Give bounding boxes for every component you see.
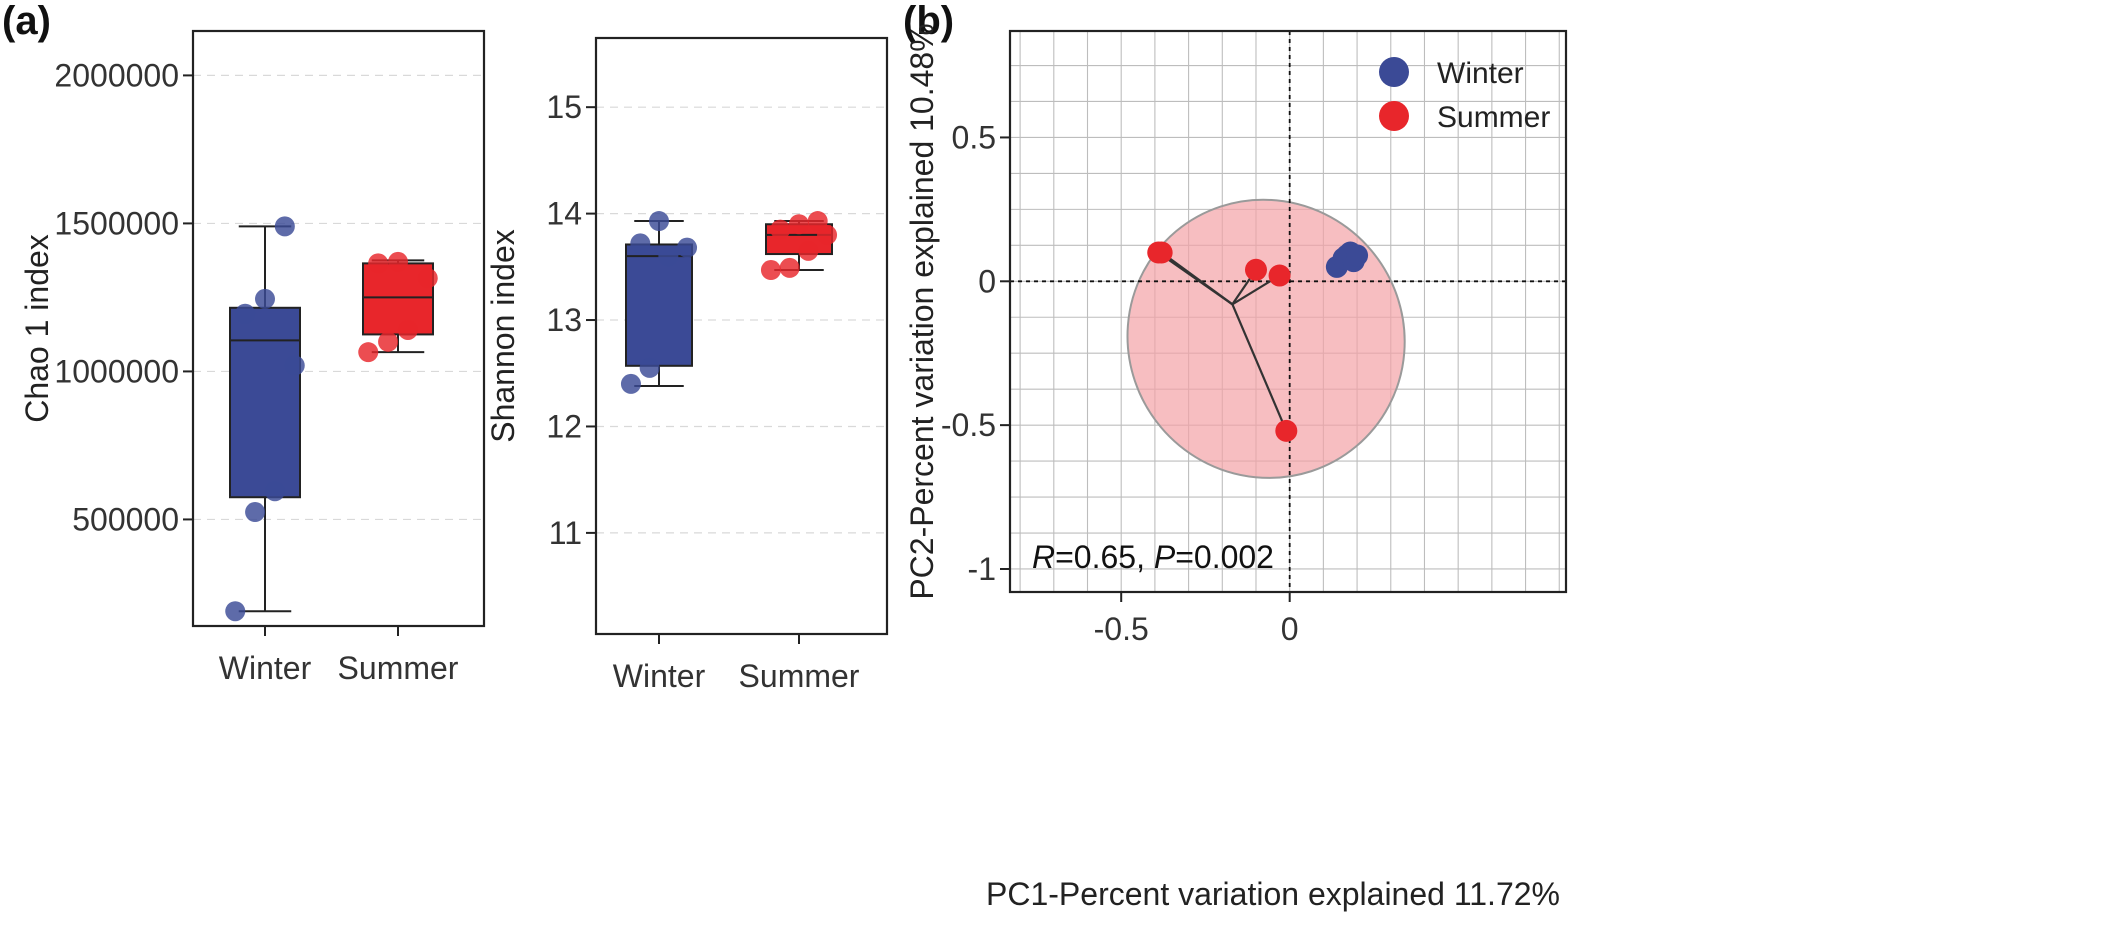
plot-frame [594,36,889,636]
y-tick-label: 1000000 [54,353,179,389]
data-point-winter [649,211,669,232]
stat-symbol: R [1032,539,1055,575]
data-point-winter [677,237,698,258]
x-tick-label: Summer [338,650,459,686]
data-point-winter [1346,244,1369,267]
stat-value: =0.65, [1055,539,1154,575]
y-axis-title: Shannon index [485,229,521,443]
data-point-summer [378,331,399,352]
y-axis-title: PC2-Percent variation explained 10.48% [904,23,940,599]
box-winter [625,243,693,367]
y-tick-label: -1 [968,551,996,587]
y-tick-label: 11 [549,515,582,551]
y-tick-label: 13 [546,302,582,338]
y-tick-label: 0.5 [952,119,996,155]
data-point-summer [1150,241,1173,264]
legend-label-winter: Winter [1437,57,1524,90]
data-point-summer [798,240,819,261]
data-point-winter [639,357,660,378]
data-point-winter [255,288,275,309]
data-point-winter [630,233,651,254]
data-point-summer [388,251,408,272]
x-tick-label: Winter [613,658,706,694]
y-tick-label: 500000 [72,501,179,537]
data-point-summer [358,342,379,363]
legend-marker-winter [1379,57,1409,87]
data-point-summer [770,219,791,240]
data-point-winter [274,216,295,237]
pcoa-scatter: -0.5 0 -1 -0.5 0 0.5 PC1-Percent variation exp… [904,23,1568,912]
spider-line [1231,303,1288,432]
x-tick-label: -0.5 [1094,611,1149,647]
data-point-summer [1268,264,1291,287]
y-tick-label: 15 [546,89,582,125]
data-point-summer [417,268,438,289]
panel-b-label: (b) [903,0,954,43]
y-tick-label: 2000000 [54,57,179,93]
plot-frame [1008,29,1568,594]
data-point-winter [264,481,285,502]
spider-line [1160,251,1234,306]
y-tick-label: -0.5 [941,407,996,443]
data-point-summer [760,260,781,281]
y-tick-label: 14 [546,196,582,232]
data-point-summer [1244,258,1267,281]
x-tick-label: Summer [739,658,860,694]
data-point-summer [1275,419,1298,442]
data-point-winter [658,246,679,267]
x-axis-title: PC1-Percent variation explained 11.72% [986,876,1560,912]
stat-symbol: P [1154,539,1176,575]
data-point-winter [620,373,641,394]
data-point-winter [235,303,256,324]
data-point-summer [807,211,828,232]
y-tick-label: 0 [978,263,996,299]
chao1-boxplot: 500000 1000000 1500000 2000000 Chao 1 index W… [19,29,486,686]
x-tick-label: Winter [219,650,312,686]
data-point-winter [225,601,246,622]
data-point-winter [284,355,305,376]
legend-label-summer: Summer [1437,101,1550,134]
plot-frame [191,29,486,628]
data-point-summer [779,257,800,278]
x-tick-label: 0 [1281,611,1299,647]
panel-a-label: (a) [2,0,51,43]
stats-annotation: R=0.65, P=0.002 [1032,539,1274,575]
data-point-winter [245,502,266,523]
y-tick-label: 12 [546,408,582,444]
data-point-summer [397,319,418,340]
legend-marker-summer [1379,101,1409,131]
y-axis-title: Chao 1 index [19,234,55,423]
confidence-ellipse [1126,198,1406,479]
box-winter [229,306,301,499]
shannon-boxplot: 11 12 13 14 15 Shannon index Winter Summer [485,36,889,694]
data-point-summer [368,253,389,274]
stat-value: =0.002 [1175,539,1274,575]
y-tick-label: 1500000 [54,205,179,241]
data-point-summer [789,214,809,235]
